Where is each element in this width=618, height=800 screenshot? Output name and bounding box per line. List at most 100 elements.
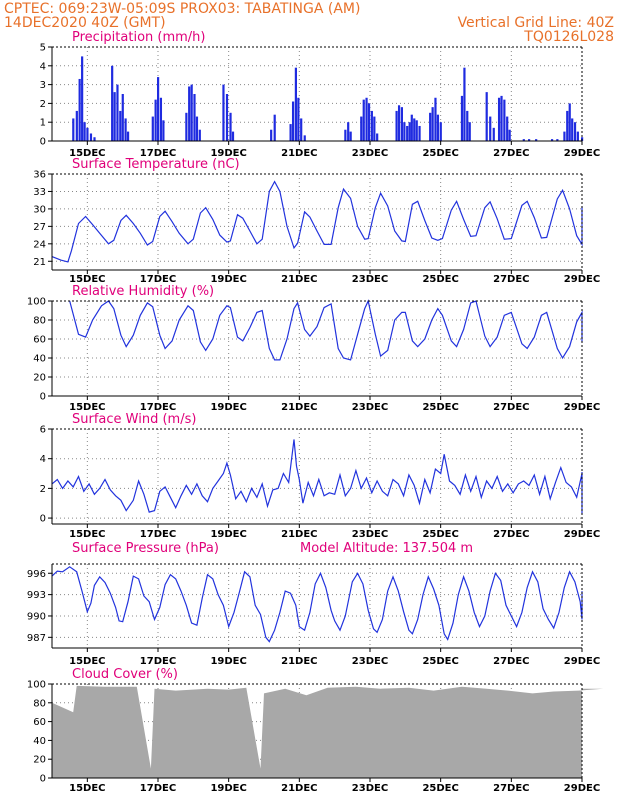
x-tick-label: 23DEC [352,783,388,794]
precip-bar [508,129,511,141]
y-tick-label: 20 [33,755,46,766]
precip-bar [463,67,466,141]
x-tick-label: 25DEC [422,656,458,667]
precip-bar [294,67,297,141]
precip-bar [436,114,440,141]
precip-bar [408,122,411,141]
precip-bar [535,139,538,141]
panel-title: Cloud Cover (%) [72,667,178,682]
precip-bar [365,97,368,141]
precip-bar [121,94,124,141]
precip-bar [403,122,406,141]
x-tick-label: 19DEC [210,148,246,159]
precip-bar [489,116,492,141]
x-tick-label: 27DEC [493,274,529,285]
panel-pres: Surface Pressure (hPa) Model Altitude: 13… [27,541,600,667]
x-tick-label: 17DEC [140,402,176,413]
y-tick-label: 80 [33,316,46,327]
x-tick-label: 29DEC [564,274,600,285]
panel-wind: Surface Wind (m/s) 0 2 4 6 15DEC 17DEC 19DEC 21D… [40,412,601,540]
y-tick-label: 40 [33,736,46,747]
precip-bar [573,122,577,141]
precip-bar [78,78,81,141]
precip-bar [373,116,376,141]
x-tick-label: 27DEC [493,656,529,667]
y-tick-label: 5 [40,43,46,54]
precip-bar [500,95,503,141]
x-tick-label: 21DEC [281,148,317,159]
x-tick-label: 21DEC [281,529,317,540]
precip-bar [75,110,78,141]
precip-bar [111,65,114,141]
x-tick-label: 25DEC [422,148,458,159]
precip-bar [418,125,421,141]
x-tick-label: 15DEC [69,402,105,413]
precip-bar [72,118,75,141]
y-tick-label: 2 [40,484,46,495]
precip-bar [188,86,191,141]
precip-bar [162,120,165,141]
header-line-1: CPTEC: 069:23W-05:09S PROX03: TABATINGA … [4,1,360,17]
precip-bar [406,125,409,141]
precip-bar [270,129,273,141]
y-tick-label: 6 [40,425,46,436]
precip-bar [566,110,569,141]
y-tick-label: 1 [40,118,46,129]
precip-bar [434,97,437,141]
y-tick-label: 0 [40,514,46,525]
precip-bar [289,124,292,141]
precip-bar [460,95,464,141]
x-tick-label: 17DEC [140,656,176,667]
precip-bar [297,97,300,141]
x-tick-label: 15DEC [69,529,105,540]
precip-bar [126,131,130,141]
panel-extra-label: Model Altitude: 137.504 m [300,541,473,556]
panel-title: Surface Wind (m/s) [72,412,196,427]
y-tick-label: 40 [33,354,46,365]
y-tick-label: 990 [27,611,46,622]
precip-bar [550,139,554,141]
precip-bar [527,139,531,141]
header-run-date: 14DEC2020 40Z (GMT) [4,15,166,31]
precip-bar [156,77,160,141]
y-tick-label: 100 [27,680,46,691]
precip-bar [344,129,347,141]
x-tick-label: 25DEC [422,274,458,285]
precip-bar [89,133,93,141]
y-tick-label: 4 [40,61,46,72]
precip-bar [81,56,84,141]
precip-bar [159,97,163,141]
precip-bar [303,135,306,141]
precip-bar [410,114,413,141]
y-tick-label: 60 [33,335,46,346]
precip-bar [571,118,574,141]
precip-bar [193,94,196,141]
y-tick-label: 60 [33,717,46,728]
x-tick-label: 25DEC [422,783,458,794]
x-tick-label: 29DEC [564,402,600,413]
x-tick-label: 15DEC [69,783,105,794]
y-tick-label: 21 [33,257,46,268]
precip-bar [466,110,469,141]
x-tick-label: 25DEC [422,529,458,540]
precip-bar [576,131,579,141]
precip-bar [497,97,501,141]
x-tick-label: 19DEC [210,529,246,540]
y-tick-label: 0 [40,392,46,403]
precip-bar [86,127,89,141]
precip-bar [195,116,199,141]
precip-bar [376,133,379,141]
precip-bar [400,107,403,141]
x-tick-label: 23DEC [352,529,388,540]
x-tick-label: 21DEC [281,656,317,667]
precip-bar [291,101,295,141]
precip-bar [415,120,418,141]
precip-bar [413,118,416,141]
y-tick-label: 2 [40,99,46,110]
panel-title: Precipitation (mm/h) [72,30,205,45]
x-tick-label: 19DEC [210,274,246,285]
y-tick-label: 27 [33,222,46,233]
x-tick-label: 27DEC [493,148,529,159]
temp-series-line [51,180,583,263]
y-tick-label: 24 [33,239,46,250]
